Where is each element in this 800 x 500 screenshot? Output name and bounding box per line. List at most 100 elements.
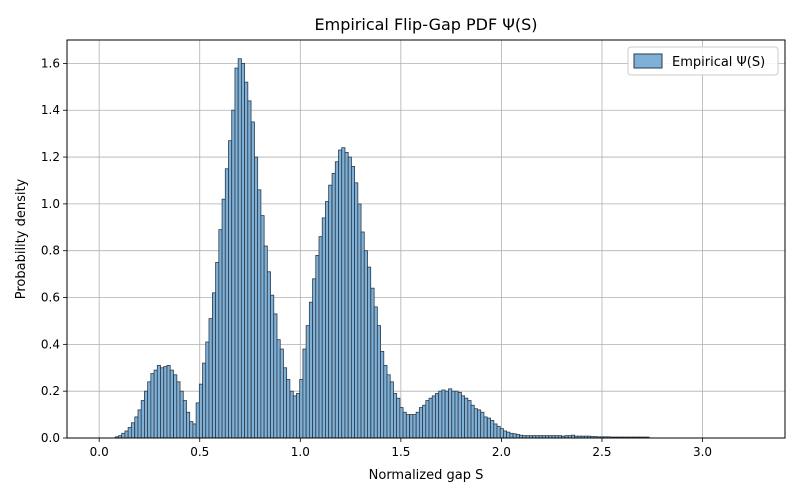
plot-frame: [66, 39, 786, 439]
histogram-bar: [198, 383, 203, 439]
histogram-bar: [237, 58, 242, 439]
histogram-bar: [270, 294, 275, 439]
histogram-bar: [448, 388, 453, 439]
histogram-bar: [464, 397, 469, 439]
histogram-bar: [228, 140, 233, 439]
histogram-bar: [473, 408, 478, 439]
histogram-bar: [124, 430, 129, 439]
histogram-bar: [130, 422, 135, 439]
histogram-bar: [480, 411, 485, 439]
histogram-bar: [367, 266, 372, 439]
histogram-bar: [302, 348, 307, 439]
histogram-bar: [360, 231, 365, 439]
histogram-bar: [276, 339, 281, 439]
x-tick-label: 1.5: [391, 445, 410, 459]
histogram-bar: [389, 381, 394, 439]
histogram-bar: [467, 400, 472, 439]
histogram-bar: [283, 367, 288, 439]
histogram-bar: [460, 395, 466, 439]
histogram-bar: [483, 416, 488, 439]
histogram-bar: [289, 390, 294, 439]
x-axis-label: Normalized gap S: [369, 468, 484, 483]
histogram-bar: [137, 409, 142, 439]
histogram-bar: [147, 381, 152, 439]
histogram-bar: [312, 278, 317, 439]
legend-box: [627, 46, 779, 76]
histogram-bar: [363, 250, 368, 439]
x-tick-label: 1.0: [291, 445, 310, 459]
y-axis-label: Probability density: [14, 178, 29, 299]
histogram-bar: [189, 421, 194, 439]
histogram-bar: [376, 325, 381, 439]
histogram-bar: [244, 81, 249, 439]
x-tick-label: 2.0: [492, 445, 511, 459]
histogram-bar: [325, 201, 330, 439]
histogram-bar: [347, 156, 352, 439]
histogram-bar: [273, 313, 278, 439]
histogram-bar: [415, 411, 420, 439]
histogram-bar: [208, 318, 213, 439]
histogram-bar: [493, 423, 498, 439]
histogram-bar: [396, 397, 401, 439]
histogram-bar: [240, 63, 246, 439]
histogram-bar: [166, 365, 171, 439]
histogram-bar: [296, 393, 301, 439]
histogram-bar: [173, 374, 178, 439]
histogram-bar: [470, 404, 475, 439]
histogram-bar: [499, 428, 504, 439]
histogram-bar: [344, 151, 349, 439]
histogram-bar: [286, 379, 291, 439]
histogram-bar: [254, 156, 259, 439]
histogram-bar: [140, 400, 145, 439]
histogram-bar: [321, 217, 326, 439]
histogram-bar: [441, 389, 446, 439]
histogram-bars: [114, 58, 650, 439]
y-tick-label: 0.6: [41, 291, 60, 305]
histogram-bar: [515, 434, 520, 439]
histogram-bar: [412, 414, 417, 439]
histogram-bar: [509, 432, 514, 439]
histogram-bar: [496, 425, 501, 439]
histogram-bar: [292, 395, 297, 439]
histogram-bar: [409, 414, 414, 439]
chart-title: Empirical Flip-Gap PDF Ψ(S): [315, 15, 538, 34]
histogram-bar: [431, 395, 436, 439]
histogram-bar: [506, 431, 511, 439]
histogram-bar: [308, 301, 313, 439]
y-tick-label: 0.8: [41, 244, 60, 258]
histogram-bar: [402, 411, 407, 439]
histogram-bar: [212, 292, 217, 439]
histogram-bar: [399, 407, 404, 439]
histogram-bar: [144, 390, 149, 439]
histogram-bar: [179, 390, 184, 439]
histogram-bar: [195, 402, 200, 439]
histogram-bar: [160, 367, 165, 439]
y-tick-label: 1.6: [41, 56, 60, 70]
histogram-bar: [393, 393, 398, 439]
histogram-bar: [150, 373, 155, 439]
y-tick-label: 1.0: [41, 197, 60, 211]
histogram-bar: [176, 381, 181, 439]
histogram-bar: [457, 391, 462, 439]
x-tick-label: 3.0: [693, 445, 712, 459]
histogram-bar: [425, 400, 430, 439]
histogram-bar: [341, 147, 346, 439]
histogram-bar: [305, 325, 310, 439]
histogram-bar: [224, 168, 229, 439]
histogram-bar: [383, 365, 388, 439]
histogram-bar: [215, 262, 220, 439]
histogram-bar: [503, 430, 508, 439]
legend-swatch: [633, 53, 663, 69]
y-tick-label: 0.0: [41, 431, 60, 445]
histogram-bar: [221, 198, 226, 439]
histogram-bar: [127, 427, 132, 439]
histogram-bar: [192, 423, 197, 439]
y-tick-label: 0.4: [41, 337, 60, 351]
histogram-bar: [134, 416, 139, 439]
histogram-bar: [331, 173, 336, 439]
histogram-bar: [318, 236, 323, 439]
histogram-bar: [315, 254, 320, 439]
legend-label: Empirical Ψ(S): [672, 55, 765, 70]
histogram-bar: [486, 417, 491, 439]
